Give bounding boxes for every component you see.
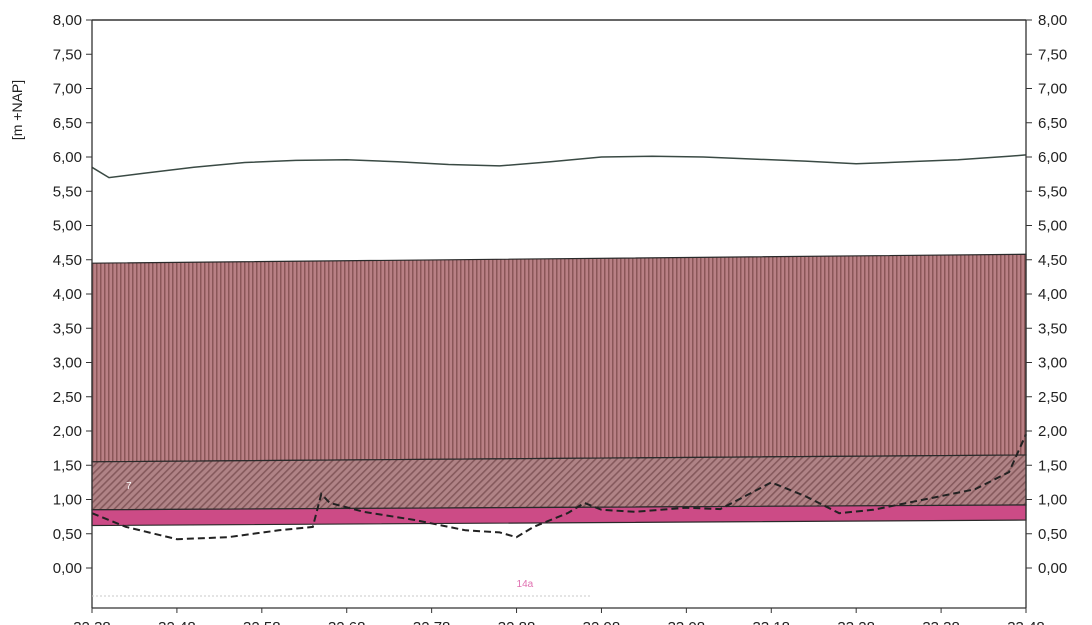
y-tick-label-left: 5,00 <box>53 218 82 235</box>
y-tick-label-left: 1,00 <box>53 492 82 509</box>
y-tick-label-left: 2,00 <box>53 423 82 440</box>
annotations: 7 14a <box>126 481 534 590</box>
surface-profile-line <box>91 154 1027 179</box>
y-tick-label-right: 6,00 <box>1038 149 1067 166</box>
y-tick-label-right: 3,00 <box>1038 355 1067 372</box>
annotation-label: 14a <box>517 579 534 590</box>
y-tick-label-right: 7,00 <box>1038 81 1067 98</box>
y-tick-label-right: 0,00 <box>1038 560 1067 577</box>
y-tick-label-right: 7,50 <box>1038 46 1067 63</box>
y-tick-label-right: 2,00 <box>1038 423 1067 440</box>
y-tick-label-right: 0,50 <box>1038 526 1067 543</box>
x-tick-label: 33,48 <box>1007 619 1045 625</box>
x-tick-label: 32,78 <box>413 619 451 625</box>
y-tick-label-right: 1,50 <box>1038 457 1067 474</box>
x-tick-label: 32,88 <box>498 619 536 625</box>
y-tick-label-left: 1,50 <box>53 457 82 474</box>
y-tick-label-left: 4,00 <box>53 286 82 303</box>
series-lines <box>91 154 1027 541</box>
y-tick-label-left: 7,00 <box>53 81 82 98</box>
y-tick-label-left: 6,00 <box>53 149 82 166</box>
x-tick-label: 32,58 <box>243 619 281 625</box>
x-tick-label: 33,28 <box>837 619 875 625</box>
y-tick-label-right: 6,50 <box>1038 115 1067 132</box>
x-tick-label: 32,38 <box>73 619 111 625</box>
y-tick-label-left: 3,00 <box>53 355 82 372</box>
annotation-label: 7 <box>126 481 132 492</box>
axes <box>86 19 1032 613</box>
soil-layers <box>91 253 1027 527</box>
y-tick-label-left: 6,50 <box>53 115 82 132</box>
y-tick-label-left: 3,50 <box>53 320 82 337</box>
y-tick-label-left: 8,00 <box>53 12 82 29</box>
y-tick-label-right: 2,50 <box>1038 389 1067 406</box>
y-tick-label-right: 5,50 <box>1038 183 1067 200</box>
x-tick-label: 33,18 <box>752 619 790 625</box>
y-tick-label-right: 8,00 <box>1038 12 1067 29</box>
y-tick-label-left: 5,50 <box>53 183 82 200</box>
dashed-profile-line <box>91 433 1027 541</box>
x-tick-label: 32,98 <box>583 619 621 625</box>
tick-labels: 0,00 0,00 0,50 0,50 1,00 1,00 1,50 1,50 2,00 2,00… <box>53 12 1067 625</box>
y-tick-label-right: 1,00 <box>1038 492 1067 509</box>
y-tick-label-left: 0,00 <box>53 560 82 577</box>
y-tick-label-right: 3,50 <box>1038 320 1067 337</box>
y-tick-label-left: 4,50 <box>53 252 82 269</box>
x-tick-label: 32,68 <box>328 619 366 625</box>
x-tick-label: 32,48 <box>158 619 196 625</box>
soil-layer-2 <box>91 454 1027 511</box>
y-tick-label-left: 7,50 <box>53 46 82 63</box>
y-tick-label-right: 4,00 <box>1038 286 1067 303</box>
y-axis-label: [m +NAP] <box>9 80 25 140</box>
soil-layer-1 <box>91 253 1027 463</box>
y-tick-label-right: 5,00 <box>1038 218 1067 235</box>
x-tick-label: 33,38 <box>922 619 960 625</box>
y-tick-label-left: 2,50 <box>53 389 82 406</box>
x-tick-label: 33,08 <box>668 619 706 625</box>
y-tick-label-right: 4,50 <box>1038 252 1067 269</box>
y-tick-label-left: 0,50 <box>53 526 82 543</box>
